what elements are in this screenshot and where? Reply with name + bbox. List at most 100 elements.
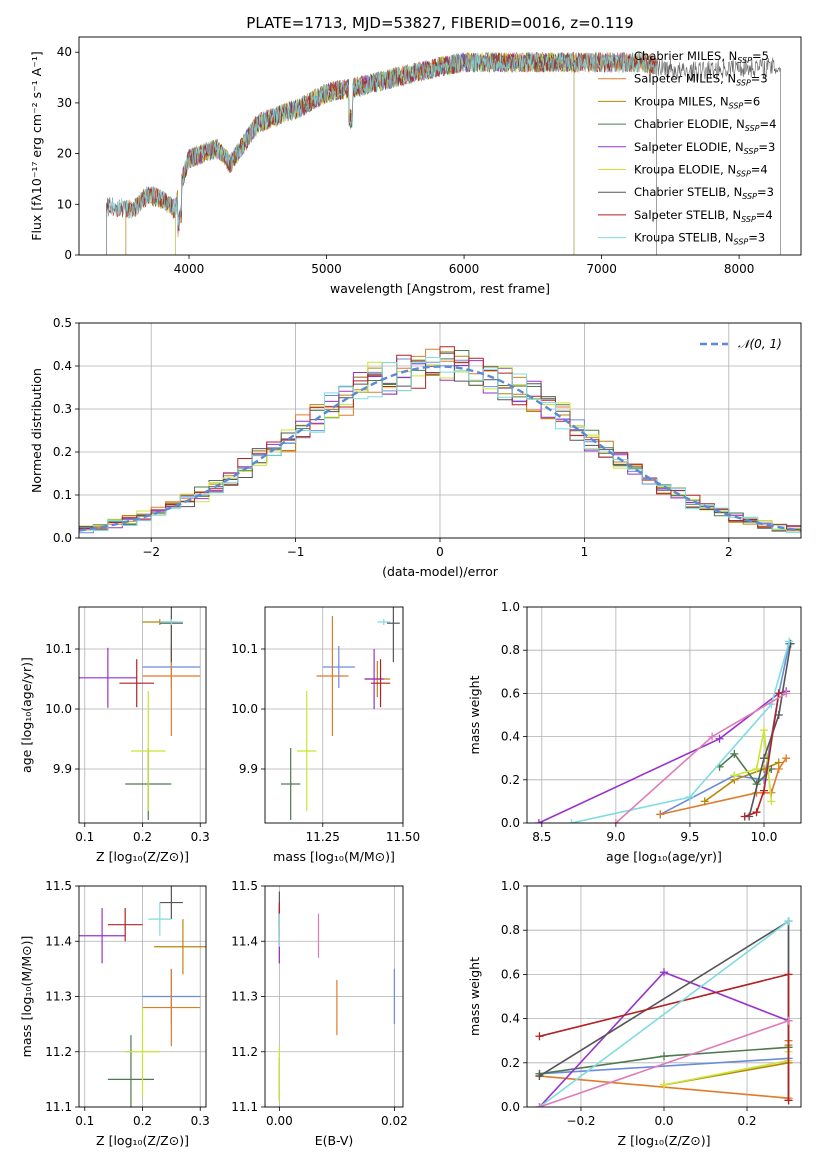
- x-tick-label: −2: [142, 545, 160, 559]
- legend-text: Salpeter MILES, N: [634, 72, 736, 86]
- x-tick-label: 0.2: [133, 1114, 152, 1128]
- y-tick-label: 20: [57, 147, 72, 161]
- residual-legend: 𝒩(0, 1): [700, 337, 782, 351]
- x-tick-label: 5000: [311, 262, 342, 276]
- y-tick-label: 11.1: [45, 1100, 72, 1114]
- legend-text: Salpeter ELODIE, N: [634, 140, 744, 154]
- weight-point: [656, 810, 665, 819]
- weight-point: [535, 1072, 544, 1081]
- legend-text: Kroupa STELIB, N: [634, 231, 734, 245]
- x-tick-label: 0: [436, 545, 444, 559]
- legend-suffix: =3: [757, 185, 774, 199]
- figure-title: PLATE=1713, MJD=53827, FIBERID=0016, z=0…: [246, 14, 633, 32]
- y-tick-label: 11.4: [231, 934, 258, 948]
- y-tick-label: 9.9: [53, 762, 72, 776]
- x-tick-label: 0.2: [737, 1114, 756, 1128]
- x-axis-label: mass [log₁₀(M/M⊙)]: [273, 849, 395, 864]
- y-axis-label: mass weight: [467, 957, 482, 1036]
- legend-suffix: =3: [758, 140, 775, 154]
- axes-weight_age: 8.5 9.0 9.5 10.0 0.0 0.2 0.4 0.6 0.8 1.0 age [log₁…: [467, 600, 802, 864]
- y-tick-label: 0.0: [501, 816, 520, 830]
- legend-sub: SSP: [729, 101, 744, 110]
- weight-point: [784, 917, 793, 926]
- weight-point: [752, 765, 761, 773]
- y-tick-label: 10.1: [231, 642, 258, 656]
- legend-suffix: =3: [748, 231, 765, 245]
- y-tick-label: 11.2: [45, 1045, 72, 1059]
- weight-point: [534, 819, 543, 823]
- legend-entry: Kroupa MILES, NSSP=6: [634, 94, 760, 110]
- x-tick-label: 0.0: [654, 1114, 673, 1128]
- y-tick-label: 0.1: [53, 488, 72, 502]
- legend-sub: SSP: [736, 170, 751, 179]
- x-tick-label: −1: [287, 545, 305, 559]
- y-tick-label: 0.4: [501, 1012, 520, 1026]
- y-axis-label: mass [log₁₀(M/M⊙)]: [19, 936, 34, 1058]
- x-tick-label: 0.1: [75, 1114, 94, 1128]
- plot-area: [278, 891, 395, 1102]
- x-tick-label: 8.5: [532, 830, 551, 844]
- legend-sub: SSP: [737, 56, 752, 65]
- weight-series-line: [539, 1020, 789, 1107]
- legend-sub: SSP: [734, 238, 749, 247]
- plot-area: [79, 346, 801, 534]
- x-tick-label: 9.0: [606, 830, 625, 844]
- weight-point: [759, 786, 768, 795]
- axes-weight_Z: −0.2 0.0 0.2 0.0 0.2 0.4 0.6 0.8 1.0 Z [log₁₀(Z/Z…: [467, 879, 802, 1148]
- y-tick-label: 0.2: [501, 773, 520, 787]
- y-tick-label: 0.8: [501, 923, 520, 937]
- legend-suffix: =4: [756, 208, 773, 222]
- weight-point: [730, 771, 739, 780]
- plot-area: [534, 637, 795, 823]
- axes-age_Z: 0.1 0.2 0.3 9.9 10.0 10.1 Z [log₁₀(Z/Z⊙)] age […: [19, 606, 210, 864]
- axes-residuals: −2 −1 0 1 2 0.0 0.1 0.2 0.3 0.4 0.5 (data-model)/er…: [29, 316, 802, 579]
- weight-point: [785, 637, 794, 646]
- weight-point: [759, 754, 768, 763]
- x-tick-label: 2: [725, 545, 733, 559]
- weight-point: [784, 1096, 793, 1105]
- legend-text: Kroupa MILES, N: [634, 94, 729, 108]
- x-tick-label: 8000: [724, 262, 755, 276]
- x-tick-label: −0.2: [566, 1114, 595, 1128]
- y-tick-label: 0.0: [53, 531, 72, 545]
- axes-layer: 4000 5000 6000 7000 8000010203040wavelength …: [19, 36, 802, 1148]
- axes-frame: [264, 606, 404, 824]
- plot-area: [79, 886, 206, 1107]
- weight-point: [784, 1016, 793, 1025]
- weight-point: [740, 812, 749, 821]
- weight-point: [730, 749, 739, 758]
- legend-entry: Chabrier STELIB, NSSP=3: [634, 185, 774, 201]
- x-tick-label: 0.02: [381, 1114, 408, 1128]
- weight-point: [708, 732, 717, 741]
- x-tick-label: 4000: [174, 262, 205, 276]
- x-tick-label: 10.0: [751, 830, 778, 844]
- y-tick-label: 0.0: [501, 1100, 520, 1114]
- y-tick-label: 10.1: [45, 642, 72, 656]
- axes-age_mass: 11.25 11.50 9.9 10.0 10.1 mass [log₁₀(M/M⊙)]: [231, 606, 420, 864]
- legend-suffix: =4: [760, 117, 777, 131]
- x-tick-label: 9.5: [680, 830, 699, 844]
- spectrum-series-line: [106, 52, 657, 255]
- y-tick-label: 1.0: [501, 600, 520, 614]
- y-tick-label: 0.6: [501, 686, 520, 700]
- weight-point: [782, 754, 791, 763]
- axes-mass_ebv: 0.00 0.02 11.1 11.2 11.3 11.4 11.5 E(B-V): [231, 879, 407, 1148]
- y-tick-label: 0.2: [501, 1056, 520, 1070]
- y-axis-label: mass weight: [467, 675, 482, 754]
- weight-point: [767, 797, 776, 806]
- y-tick-label: 11.3: [45, 990, 72, 1004]
- x-tick-label: 0.00: [266, 1114, 293, 1128]
- legend-text: Chabrier MILES, N: [634, 49, 737, 63]
- weight-point: [535, 1032, 544, 1041]
- legend-entry: Chabrier MILES, NSSP=5: [634, 49, 769, 65]
- y-axis-label: age [log₁₀(age/yr)]: [19, 657, 34, 773]
- x-tick-label: 6000: [449, 262, 480, 276]
- y-tick-label: 10: [57, 197, 72, 211]
- legend-entry: Chabrier ELODIE, NSSP=4: [634, 117, 776, 133]
- axes-frame: [526, 606, 802, 824]
- weight-point: [611, 819, 620, 823]
- x-tick-label: 0.2: [133, 830, 152, 844]
- axes-spectrum: 4000 5000 6000 7000 8000 0 10 20 30 40 wavelength …: [29, 36, 802, 296]
- legend-sub: SSP: [736, 79, 751, 88]
